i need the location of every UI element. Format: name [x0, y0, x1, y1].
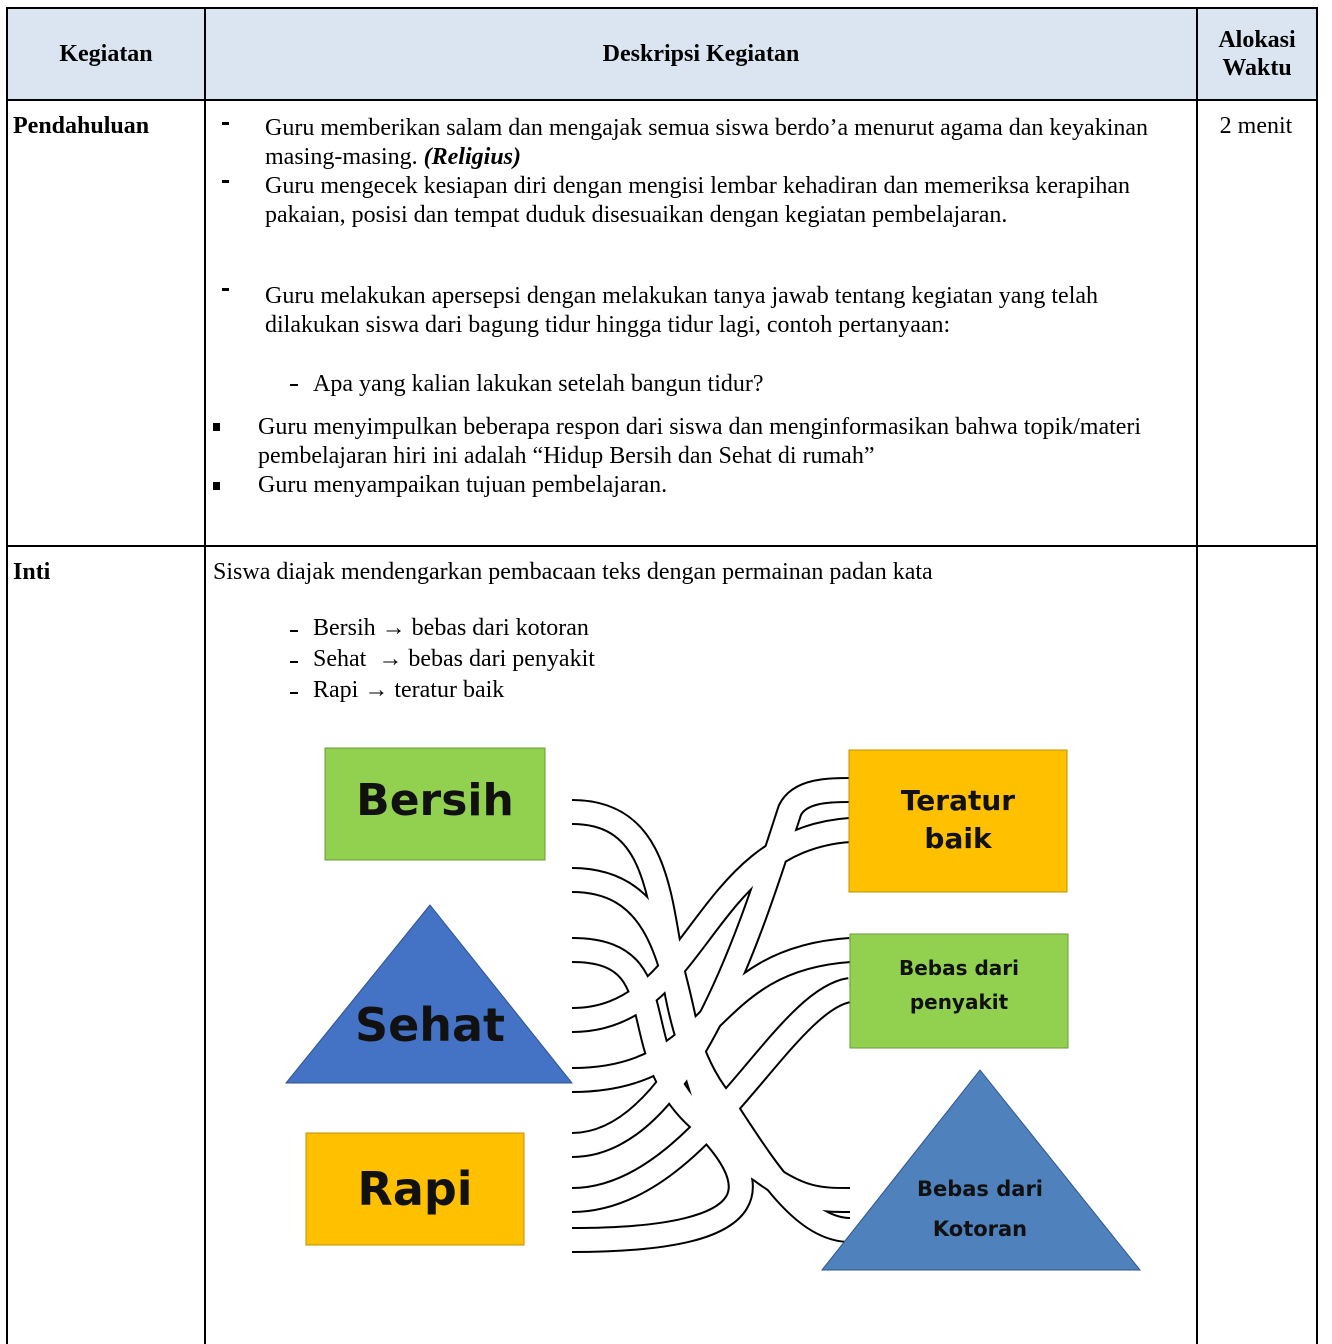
intro-text: Siswa diajak mendengarkan pembacaan teks…: [213, 559, 933, 585]
box-bersih: [324, 747, 546, 861]
emphasis: (Religius): [423, 144, 521, 170]
sub-bullet: [290, 661, 298, 663]
box-rapi: [305, 1132, 525, 1246]
activity-name: Pendahuluan: [13, 113, 150, 139]
bullet: [213, 482, 220, 490]
pair: Bersih → bebas dari kotoran: [313, 615, 589, 641]
pair: Rapi → teratur baik: [313, 677, 505, 703]
list-item: Guru menyampaikan tujuan pembelajaran.: [258, 472, 668, 498]
bullet: [222, 122, 229, 125]
sub-bullet: [290, 630, 298, 632]
bullet: [222, 180, 229, 183]
border: [1196, 7, 1198, 1344]
triangle-kotoran: [820, 1069, 1142, 1271]
border: [204, 7, 206, 1344]
header-cell: Kegiatan: [59, 41, 153, 67]
list-item: Guru melakukan apersepsi dengan melakuka…: [265, 283, 1099, 338]
diagram-label: Teratur baik: [900, 784, 1016, 855]
header-bg: [7, 8, 1317, 100]
box-penyakit: [849, 933, 1069, 1049]
border: [1316, 7, 1318, 1344]
header-cell: Alokasi Waktu: [1218, 27, 1296, 81]
sub-item: Apa yang kalian lakukan setelah bangun t…: [313, 371, 764, 397]
diagram-label: Bersih: [356, 775, 514, 826]
header-cell: Deskripsi Kegiatan: [602, 41, 800, 67]
time-allocation: 2 menit: [1219, 113, 1293, 139]
diagram-label: Rapi: [357, 1162, 473, 1216]
item-text: Guru memberikan salam dan mengajak semua…: [265, 115, 1149, 170]
border: [7, 99, 1318, 101]
list-item: Guru memberikan salam dan mengajak semua…: [265, 114, 1195, 172]
sub-bullet: [290, 692, 298, 694]
activity-name: Inti: [13, 559, 51, 585]
border: [7, 545, 1318, 547]
triangle-sehat: [284, 904, 574, 1084]
border: [7, 7, 1318, 9]
diagram-label: Bebas dari penyakit: [898, 956, 1020, 1014]
border: [6, 7, 8, 1344]
bullet: [213, 423, 220, 431]
diagram-label: Sehat: [354, 998, 506, 1052]
diagram-label: Bebas dari Kotoran: [916, 1177, 1044, 1241]
tangled-tubes: [571, 777, 854, 1253]
pair: Sehat → bebas dari penyakit: [313, 646, 595, 672]
sub-bullet: [290, 384, 298, 386]
list-item: Guru mengecek kesiapan diri dengan mengi…: [265, 173, 1131, 228]
list-item: Guru menyimpulkan beberapa respon dari s…: [258, 414, 1142, 469]
bullet: [222, 288, 229, 291]
box-teratur: [848, 749, 1068, 893]
